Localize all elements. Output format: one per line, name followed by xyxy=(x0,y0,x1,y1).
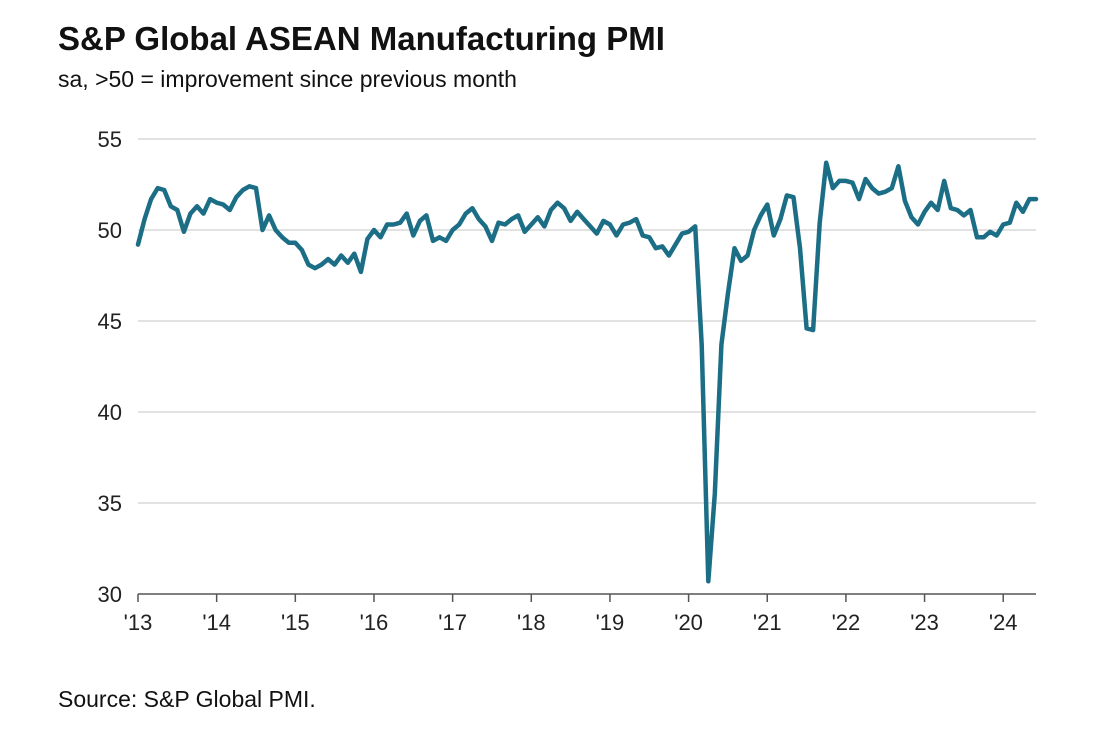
gridlines xyxy=(138,138,1036,504)
x-tick-label: '20 xyxy=(674,610,703,635)
x-tick-label: '19 xyxy=(596,610,625,635)
x-tick-label: '13 xyxy=(124,610,153,635)
y-tick-label: 40 xyxy=(98,400,122,425)
y-tick-label: 35 xyxy=(98,491,122,516)
y-tick-label: 55 xyxy=(98,127,122,152)
x-tick-label: '18 xyxy=(517,610,546,635)
x-tick-label: '23 xyxy=(910,610,939,635)
y-tick-label: 45 xyxy=(98,309,122,334)
x-tick-label: '24 xyxy=(989,610,1018,635)
chart-subtitle: sa, >50 = improvement since previous mon… xyxy=(58,66,517,92)
x-tick-label: '17 xyxy=(438,610,467,635)
chart-title: S&P Global ASEAN Manufacturing PMI xyxy=(58,20,665,57)
y-tick-label: 50 xyxy=(98,218,122,243)
series-line-0 xyxy=(135,160,1039,584)
y-tick-label: 30 xyxy=(98,582,122,607)
x-tick-label: '15 xyxy=(281,610,310,635)
x-tick-label: '16 xyxy=(360,610,389,635)
x-tick-label: '22 xyxy=(832,610,861,635)
x-tick-label: '21 xyxy=(753,610,782,635)
series-group xyxy=(135,160,1039,584)
y-axis: 30 35 40 45 50 55 xyxy=(98,127,122,607)
x-tick-label: '14 xyxy=(202,610,231,635)
x-axis: '13 '14 '15 '16 '17 '18 '19 '20 '21 '22 '23 '24 xyxy=(124,593,1036,635)
source-note: Source: S&P Global PMI. xyxy=(58,686,316,712)
